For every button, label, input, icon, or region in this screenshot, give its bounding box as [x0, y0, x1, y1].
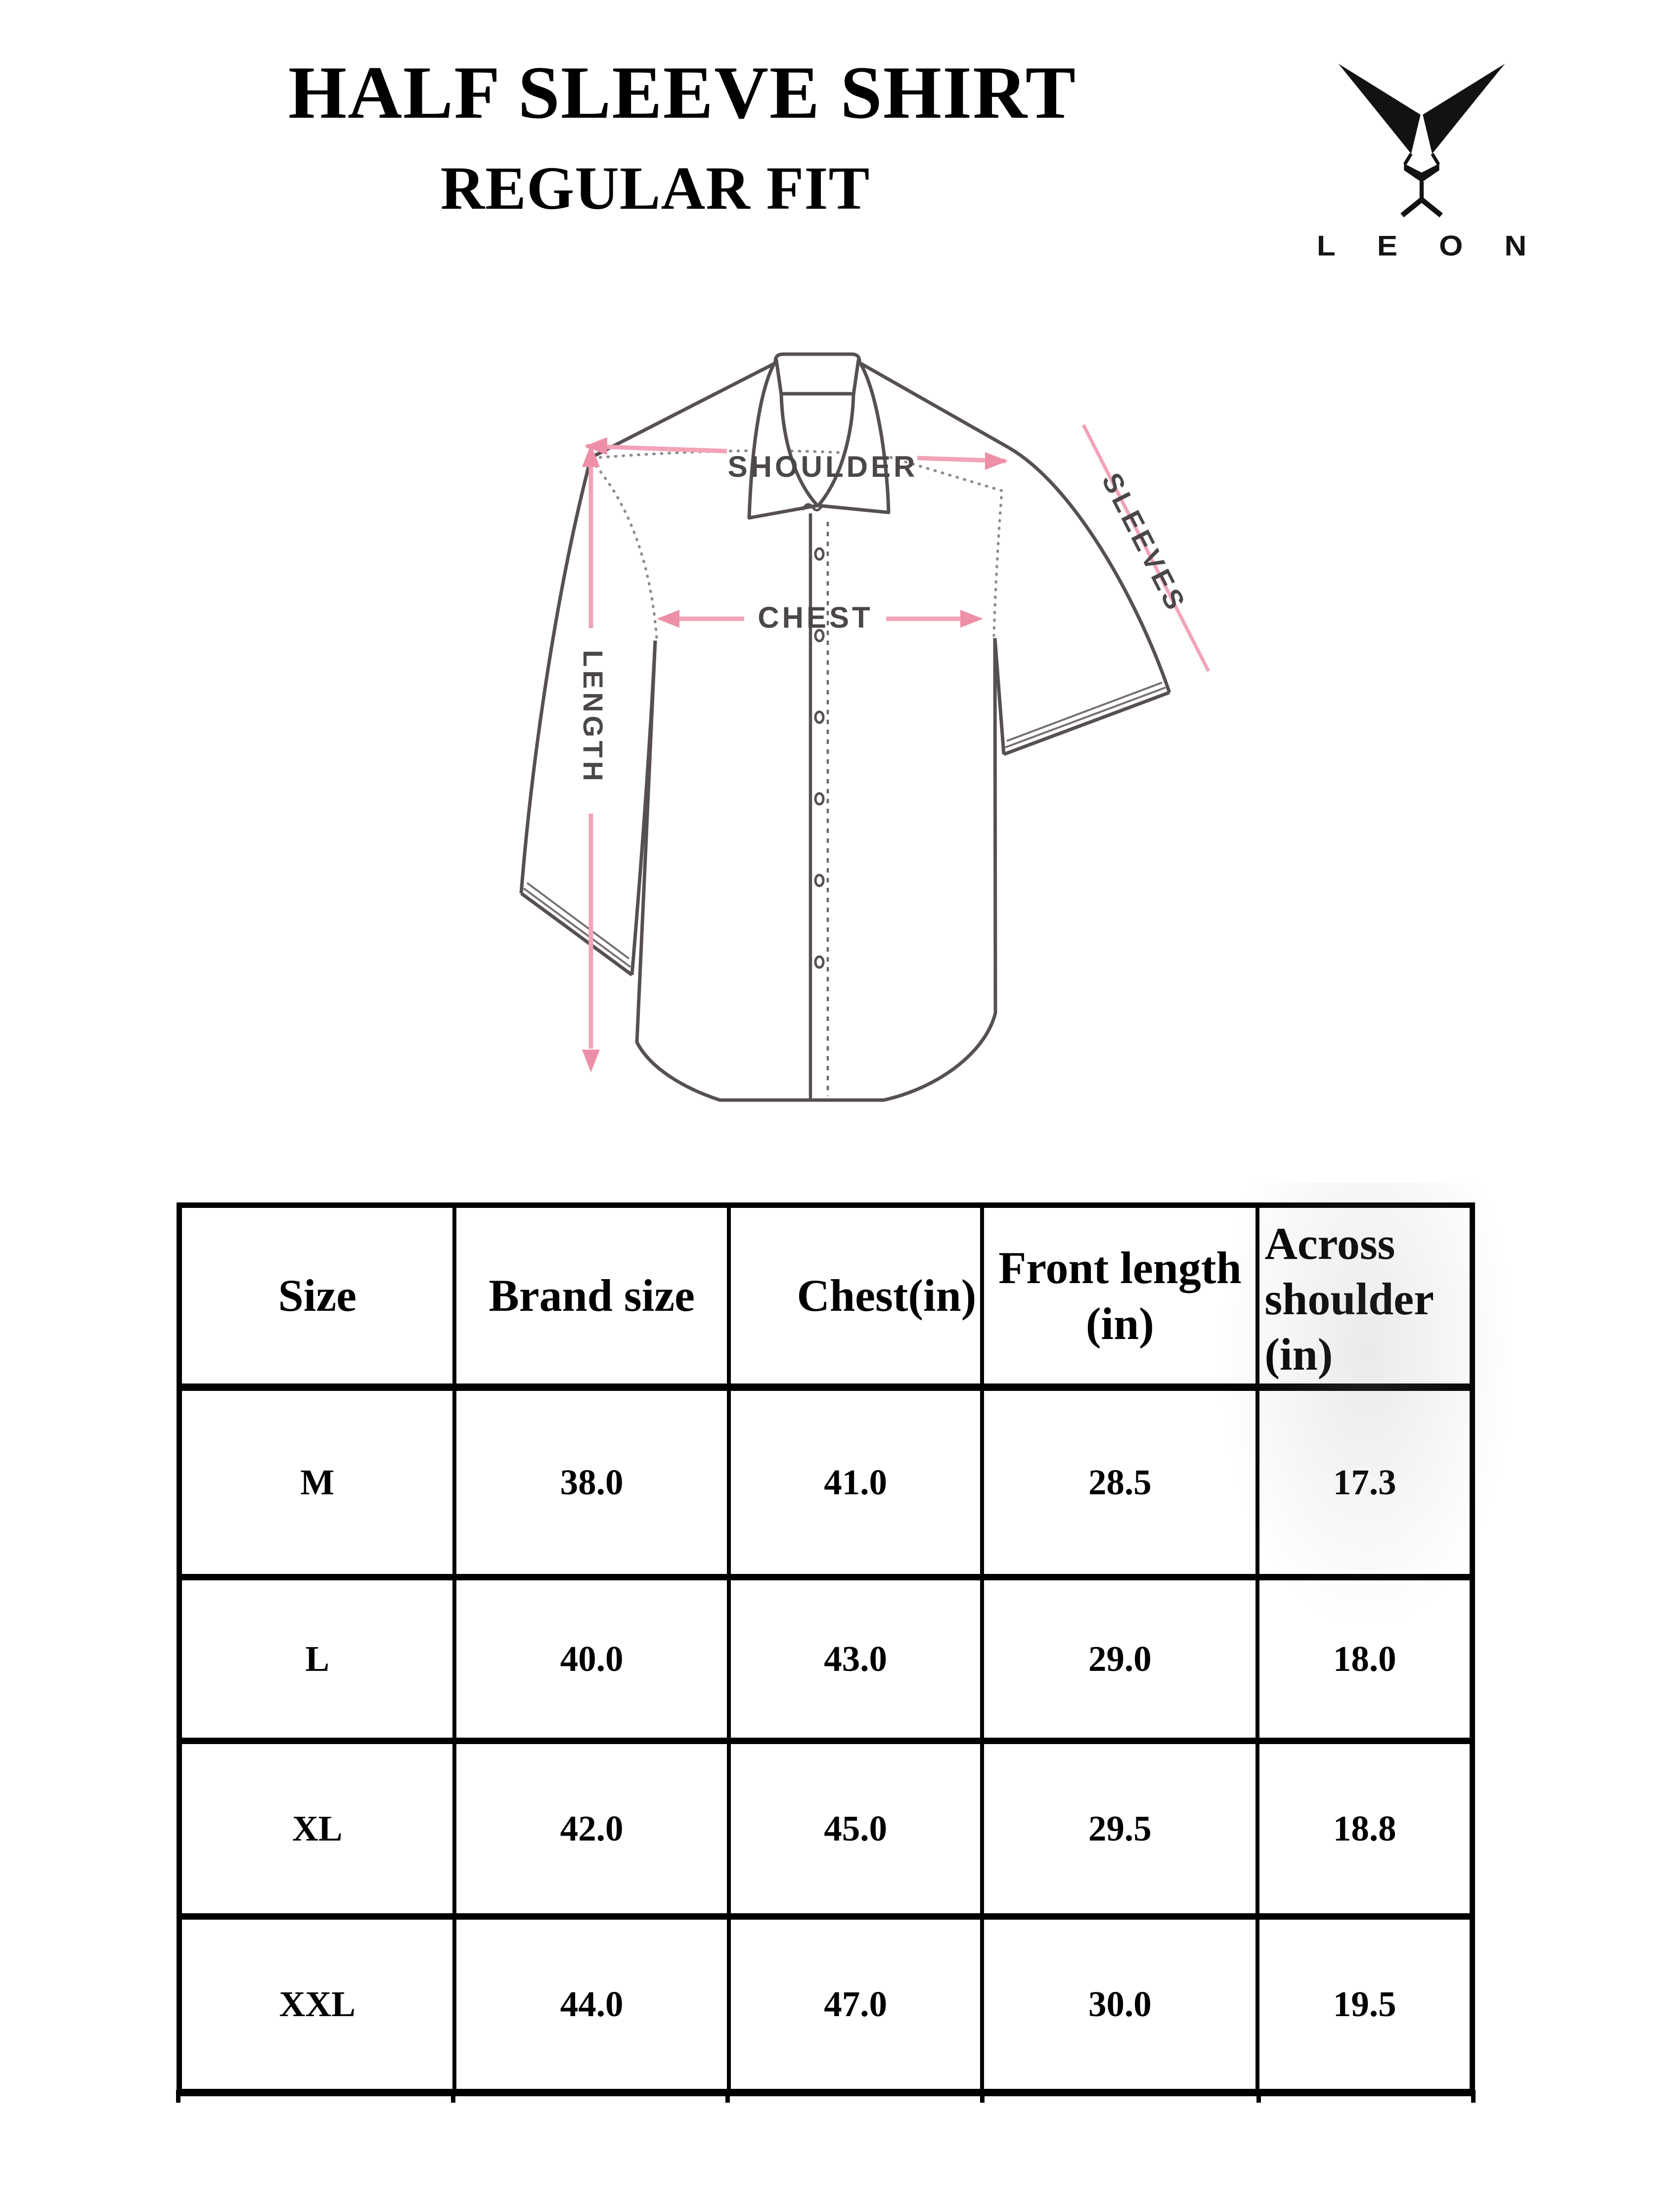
- cell-across-shoulder: 17.3: [1255, 1384, 1475, 1579]
- measurement-arrows: [582, 424, 1211, 1072]
- header-cell-size: Size: [177, 1203, 457, 1391]
- header-cell-chest: Chest(in): [726, 1203, 985, 1391]
- lion-logo-icon: [1338, 63, 1505, 218]
- table-border-stub: [725, 2090, 730, 2103]
- table-row-m: M 38.0 41.0 28.5 17.3: [177, 1384, 1475, 1579]
- cell-brand-size: 42.0: [452, 1738, 731, 1919]
- page-subtitle: REGULAR FIT: [440, 154, 870, 222]
- right-sleeve: [993, 446, 1171, 756]
- shirt-diagram-svg: SHOULDER CHEST LENGTH SLEEVES: [519, 352, 1211, 1102]
- cell-size: M: [177, 1384, 457, 1579]
- cell-size: L: [177, 1574, 457, 1743]
- cell-across-shoulder: 18.0: [1255, 1574, 1475, 1743]
- collar: [747, 352, 891, 520]
- table-border-stub: [1256, 2090, 1261, 2103]
- cell-chest: 41.0: [726, 1384, 985, 1579]
- cell-across-shoulder: 19.5: [1255, 1913, 1475, 2096]
- table-row-xl: XL 42.0 45.0 29.5 18.8: [177, 1738, 1475, 1919]
- shoulder-label: SHOULDER: [728, 450, 918, 483]
- chest-label: CHEST: [758, 601, 873, 634]
- title-block: HALF SLEEVE SHIRT REGULAR FIT: [0, 53, 1365, 224]
- cell-across-shoulder: 18.8: [1255, 1738, 1475, 1919]
- cell-front-length: 29.0: [980, 1574, 1260, 1743]
- sleeves-label: SLEEVES: [1096, 468, 1193, 617]
- shirt-body: [591, 361, 1009, 1100]
- cell-front-length: 30.0: [980, 1913, 1260, 2096]
- table-border-stub: [176, 2090, 180, 2103]
- table-border-stub: [980, 2090, 985, 2103]
- table-row-xxl: XXL 44.0 47.0 30.0 19.5: [177, 1913, 1475, 2096]
- cell-brand-size: 44.0: [452, 1913, 731, 2096]
- left-sleeve: [519, 457, 657, 976]
- size-table: Size Brand size Chest(in) Front length (…: [177, 1202, 1475, 2096]
- cell-brand-size: 40.0: [452, 1574, 731, 1743]
- page-title: HALF SLEEVE SHIRT: [288, 51, 1077, 134]
- header-cell-brand-size: Brand size: [452, 1203, 731, 1391]
- header-cell-across-shoulder: Across shoulder (in): [1255, 1203, 1475, 1391]
- cell-size: XL: [177, 1738, 457, 1919]
- header-cell-front-length: Front length (in): [980, 1203, 1260, 1391]
- size-table-wrapper: Size Brand size Chest(in) Front length (…: [176, 1183, 1505, 2103]
- cell-brand-size: 38.0: [452, 1384, 731, 1579]
- cell-chest: 43.0: [726, 1574, 985, 1743]
- cell-chest: 45.0: [726, 1738, 985, 1919]
- shirt-diagram: SHOULDER CHEST LENGTH SLEEVES: [460, 312, 1276, 1177]
- table-header-row: Size Brand size Chest(in) Front length (…: [177, 1203, 1475, 1391]
- brand-wordmark: LEON: [1316, 230, 1569, 262]
- cell-front-length: 28.5: [980, 1384, 1260, 1579]
- cell-front-length: 29.5: [980, 1738, 1260, 1919]
- table-border-stub: [1471, 2090, 1476, 2103]
- table-border-stub: [451, 2090, 455, 2103]
- collar-notch: [801, 503, 824, 511]
- cell-size: XXL: [177, 1913, 457, 2096]
- brand-logo: LEON: [1305, 55, 1538, 264]
- length-label: LENGTH: [578, 650, 609, 784]
- buttons: [814, 547, 825, 969]
- cell-chest: 47.0: [726, 1913, 985, 2096]
- table-row-l: L 40.0 43.0 29.0 18.0: [177, 1574, 1475, 1743]
